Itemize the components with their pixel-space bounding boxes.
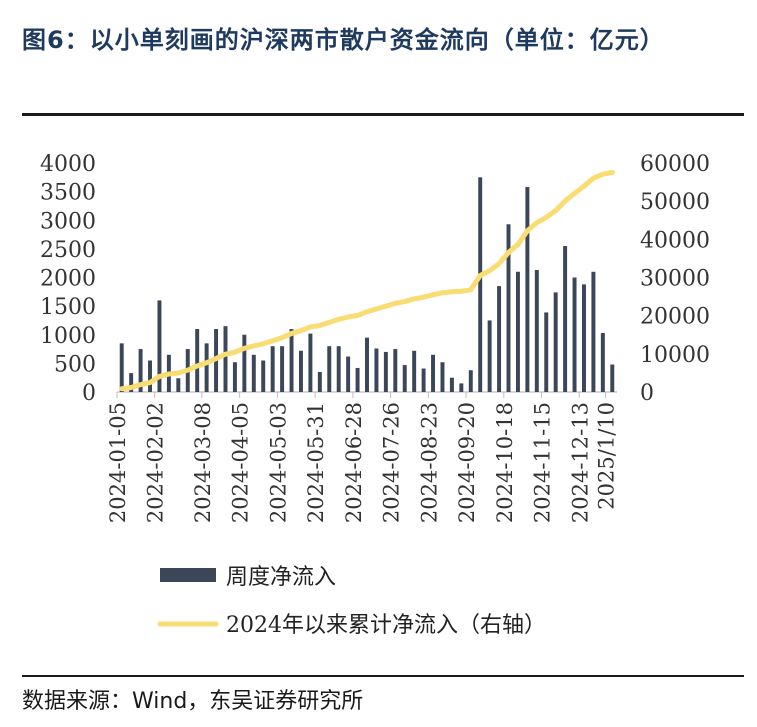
bar [440,362,445,392]
bar [157,300,162,392]
bar [317,371,322,392]
bar [459,383,464,392]
x-tick-label: 2024-03-08 [191,402,215,523]
bar [148,360,152,392]
bar [431,354,436,392]
x-tick-label: 2025/1/10 [595,402,619,510]
bar [402,365,407,392]
bar [336,346,341,392]
x-tick-label: 2024-07-26 [380,402,404,523]
bar [591,271,596,392]
bar [525,187,530,392]
y-left-tick-label: 0 [82,381,96,406]
bar [289,329,294,392]
figure-title: 图6：以小单刻画的沪深两市散户资金流向（单位：亿元） [22,26,665,54]
axes: 0500100015002000250030003500400001000020… [40,152,710,523]
bar [412,350,417,392]
x-tick-label: 2024-04-05 [229,402,253,523]
x-tick-label: 2024-05-31 [304,402,328,523]
y-left-tick-label: 2500 [40,238,96,263]
bar [327,346,332,392]
bar [195,329,200,392]
x-tick-label: 2024-01-05 [106,402,130,523]
bar [232,362,237,392]
bar [204,343,209,392]
legend: 周度净流入 2024年以来累计净流入（右轴） [157,565,546,638]
bar [270,346,275,392]
bar [261,360,266,392]
y-left-tick-label: 2000 [40,267,96,292]
bar [298,350,303,392]
y-left-tick-label: 3500 [40,181,96,206]
bar [582,284,586,392]
bar-series [119,177,615,392]
y-right-tick-label: 0 [640,381,654,406]
legend-bar-label: 周度净流入 [226,565,336,590]
bar [563,246,568,392]
bar [515,271,520,392]
bar [251,354,256,392]
bar [534,270,539,392]
chart: 0500100015002000250030003500400001000020… [40,152,710,638]
y-right-tick-label: 20000 [640,305,710,330]
bar [544,312,549,392]
y-right-tick-label: 40000 [640,228,710,253]
bar [138,349,143,392]
y-right-tick-label: 30000 [640,267,710,292]
x-tick-label: 2024-09-20 [455,402,479,523]
line-series [119,169,615,392]
y-left-tick-label: 1000 [40,324,96,349]
y-right-tick-label: 60000 [640,152,710,177]
bar [393,349,398,392]
y-left-tick-label: 3000 [40,209,96,234]
x-tick-label: 2024-10-18 [493,402,517,523]
bar [374,348,379,392]
bar [346,356,351,392]
bar [280,346,285,392]
top-rule [22,113,744,116]
legend-bar-swatch [160,568,216,582]
bar [223,326,228,392]
bar [553,292,558,392]
bar [572,277,577,392]
bar [449,377,454,392]
bar [421,368,426,392]
x-tick-label: 2024-08-23 [417,402,441,523]
bar [242,334,247,392]
bar [383,351,388,392]
bar [506,224,511,392]
bar [610,364,615,392]
x-tick-label: 2024-02-02 [144,402,168,523]
x-tick-label: 2024-06-28 [342,402,366,523]
bar [478,177,483,392]
legend-line-label: 2024年以来累计净流入（右轴） [226,613,546,638]
source-note: 数据来源：Wind，东吴证券研究所 [22,689,364,714]
y-left-tick-label: 1500 [40,295,96,320]
bar [365,337,369,392]
bar [119,343,124,392]
bar [176,378,181,392]
y-right-tick-label: 10000 [640,343,710,368]
bar [129,373,134,392]
bar [600,333,605,392]
y-left-tick-label: 4000 [40,152,96,177]
x-tick-label: 2024-11-15 [531,402,555,523]
bar [487,320,492,392]
cumulative-line [119,169,615,392]
bar [355,367,360,392]
y-left-tick-label: 500 [54,352,96,377]
x-tick-label: 2024-12-13 [568,402,592,523]
x-tick-label: 2024-05-03 [266,402,290,523]
bar [308,333,313,392]
bar [468,370,473,392]
bar [497,286,502,392]
y-right-tick-label: 50000 [640,190,710,215]
bottom-rule [22,675,744,677]
